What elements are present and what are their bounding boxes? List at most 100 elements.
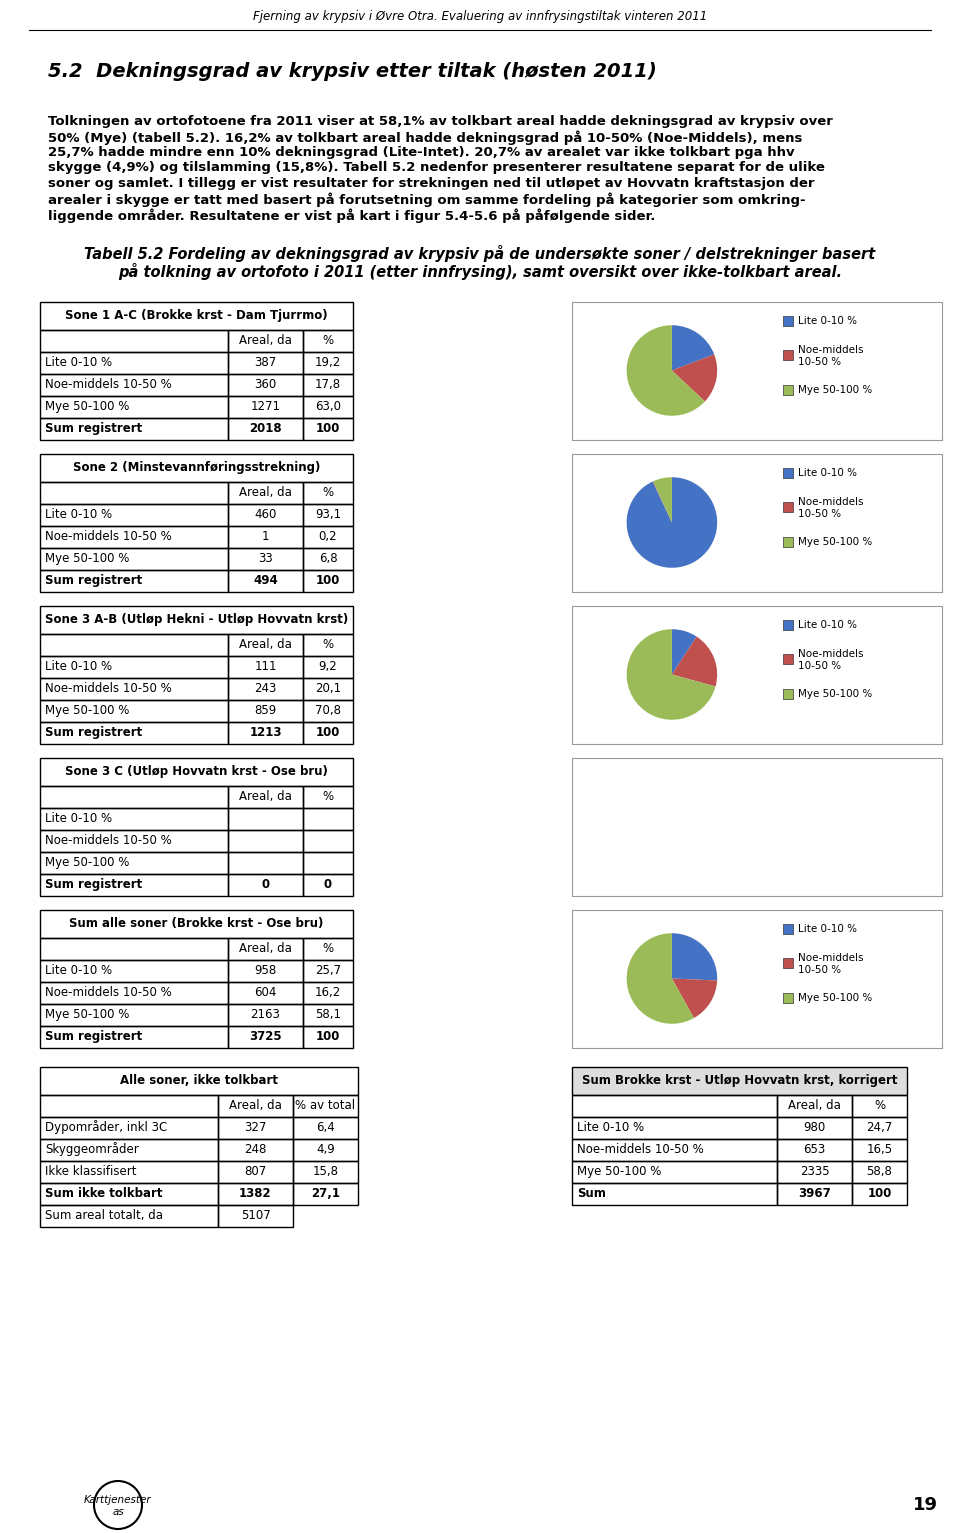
Text: 653: 653 xyxy=(804,1144,826,1156)
Bar xyxy=(783,316,793,327)
Bar xyxy=(228,417,303,440)
Bar xyxy=(303,1026,353,1047)
Bar xyxy=(783,993,793,1003)
Text: %: % xyxy=(874,1099,885,1111)
Bar xyxy=(783,619,793,630)
Bar xyxy=(40,1095,218,1116)
Text: Lite 0-10 %: Lite 0-10 % xyxy=(798,316,857,327)
Text: 63,0: 63,0 xyxy=(315,400,341,412)
Text: Sum registrert: Sum registrert xyxy=(45,422,142,435)
Bar xyxy=(40,1160,218,1182)
Bar xyxy=(303,633,353,656)
Text: 1271: 1271 xyxy=(251,400,280,412)
Text: 243: 243 xyxy=(254,682,276,694)
Text: Noe-middels: Noe-middels xyxy=(798,954,863,963)
Bar xyxy=(303,808,353,829)
Text: Sum registrert: Sum registrert xyxy=(45,727,142,739)
Bar xyxy=(303,374,353,396)
Text: 10-50 %: 10-50 % xyxy=(798,661,841,671)
Bar xyxy=(228,569,303,592)
Text: Noe-middels: Noe-middels xyxy=(798,345,863,356)
Bar xyxy=(40,547,228,569)
Text: Mye 50-100 %: Mye 50-100 % xyxy=(798,993,872,1003)
Text: 100: 100 xyxy=(316,422,340,435)
Wedge shape xyxy=(627,934,694,1024)
Text: Areal, da: Areal, da xyxy=(239,941,292,955)
Text: Mye 50-100 %: Mye 50-100 % xyxy=(798,537,872,547)
Bar xyxy=(40,722,228,744)
Bar xyxy=(572,1139,777,1160)
Bar xyxy=(40,981,228,1004)
Wedge shape xyxy=(627,325,705,415)
Text: Noe-middels: Noe-middels xyxy=(798,650,863,659)
Text: soner og samlet. I tillegg er vist resultater for strekningen ned til utløpet av: soner og samlet. I tillegg er vist resul… xyxy=(48,176,814,190)
Bar xyxy=(852,1160,907,1182)
Text: Noe-middels: Noe-middels xyxy=(798,497,863,507)
Bar xyxy=(572,606,942,744)
Bar xyxy=(40,417,228,440)
Text: Sum registrert: Sum registrert xyxy=(45,1030,142,1042)
Text: 10-50 %: 10-50 % xyxy=(798,509,841,520)
Text: 9,2: 9,2 xyxy=(319,661,337,673)
Bar xyxy=(228,829,303,851)
Text: Sone 3 C (Utløp Hovvatn krst - Ose bru): Sone 3 C (Utløp Hovvatn krst - Ose bru) xyxy=(65,765,328,779)
Bar xyxy=(852,1139,907,1160)
Bar xyxy=(303,960,353,981)
Text: 327: 327 xyxy=(244,1121,267,1134)
Text: 360: 360 xyxy=(254,379,276,391)
Text: Noe-middels 10-50 %: Noe-middels 10-50 % xyxy=(577,1144,704,1156)
Bar xyxy=(40,351,228,374)
Text: Mye 50-100 %: Mye 50-100 % xyxy=(45,855,130,869)
Text: 0,2: 0,2 xyxy=(319,530,337,543)
Bar xyxy=(40,330,228,351)
Bar xyxy=(228,678,303,699)
Text: 16,2: 16,2 xyxy=(315,986,341,1000)
Text: 25,7% hadde mindre enn 10% dekningsgrad (Lite-Intet). 20,7% av arealet var ikke : 25,7% hadde mindre enn 10% dekningsgrad … xyxy=(48,146,795,159)
Bar xyxy=(303,351,353,374)
Bar xyxy=(572,757,942,895)
Bar xyxy=(303,396,353,417)
Bar xyxy=(777,1182,852,1205)
Text: 24,7: 24,7 xyxy=(866,1121,893,1134)
Bar xyxy=(218,1205,293,1226)
Bar xyxy=(228,481,303,503)
Bar xyxy=(40,1004,228,1026)
Bar xyxy=(40,909,353,938)
Bar xyxy=(228,1004,303,1026)
Wedge shape xyxy=(627,629,715,721)
Bar xyxy=(228,808,303,829)
Text: 100: 100 xyxy=(316,727,340,739)
Text: Lite 0-10 %: Lite 0-10 % xyxy=(45,356,112,369)
Bar xyxy=(228,981,303,1004)
Bar xyxy=(303,330,353,351)
Bar xyxy=(40,454,353,481)
Bar xyxy=(228,351,303,374)
Text: Dypområder, inkl 3C: Dypområder, inkl 3C xyxy=(45,1121,167,1134)
Bar xyxy=(228,874,303,895)
Bar xyxy=(303,722,353,744)
Text: Areal, da: Areal, da xyxy=(239,638,292,652)
Bar xyxy=(303,569,353,592)
Text: 19,2: 19,2 xyxy=(315,356,341,369)
Text: Mye 50-100 %: Mye 50-100 % xyxy=(798,688,872,699)
Text: 27,1: 27,1 xyxy=(311,1187,340,1200)
Text: 16,5: 16,5 xyxy=(867,1144,893,1156)
Text: 0: 0 xyxy=(261,878,270,891)
Text: Sum ikke tolkbart: Sum ikke tolkbart xyxy=(45,1187,162,1200)
Text: Noe-middels 10-50 %: Noe-middels 10-50 % xyxy=(45,682,172,694)
Text: %: % xyxy=(323,334,333,346)
Text: Mye 50-100 %: Mye 50-100 % xyxy=(45,400,130,412)
Text: Areal, da: Areal, da xyxy=(239,334,292,346)
Bar xyxy=(40,633,228,656)
Bar xyxy=(40,1067,358,1095)
Bar xyxy=(572,1116,777,1139)
Text: 58,1: 58,1 xyxy=(315,1009,341,1021)
Text: Sum Brokke krst - Utløp Hovvatn krst, korrigert: Sum Brokke krst - Utløp Hovvatn krst, ko… xyxy=(582,1075,898,1087)
Text: 1382: 1382 xyxy=(239,1187,272,1200)
Text: arealer i skygge er tatt med basert på forutsetning om samme fordeling på katego: arealer i skygge er tatt med basert på f… xyxy=(48,193,805,207)
Text: 387: 387 xyxy=(254,356,276,369)
Bar xyxy=(40,396,228,417)
Bar xyxy=(40,374,228,396)
Text: 100: 100 xyxy=(316,573,340,587)
Bar xyxy=(293,1139,358,1160)
